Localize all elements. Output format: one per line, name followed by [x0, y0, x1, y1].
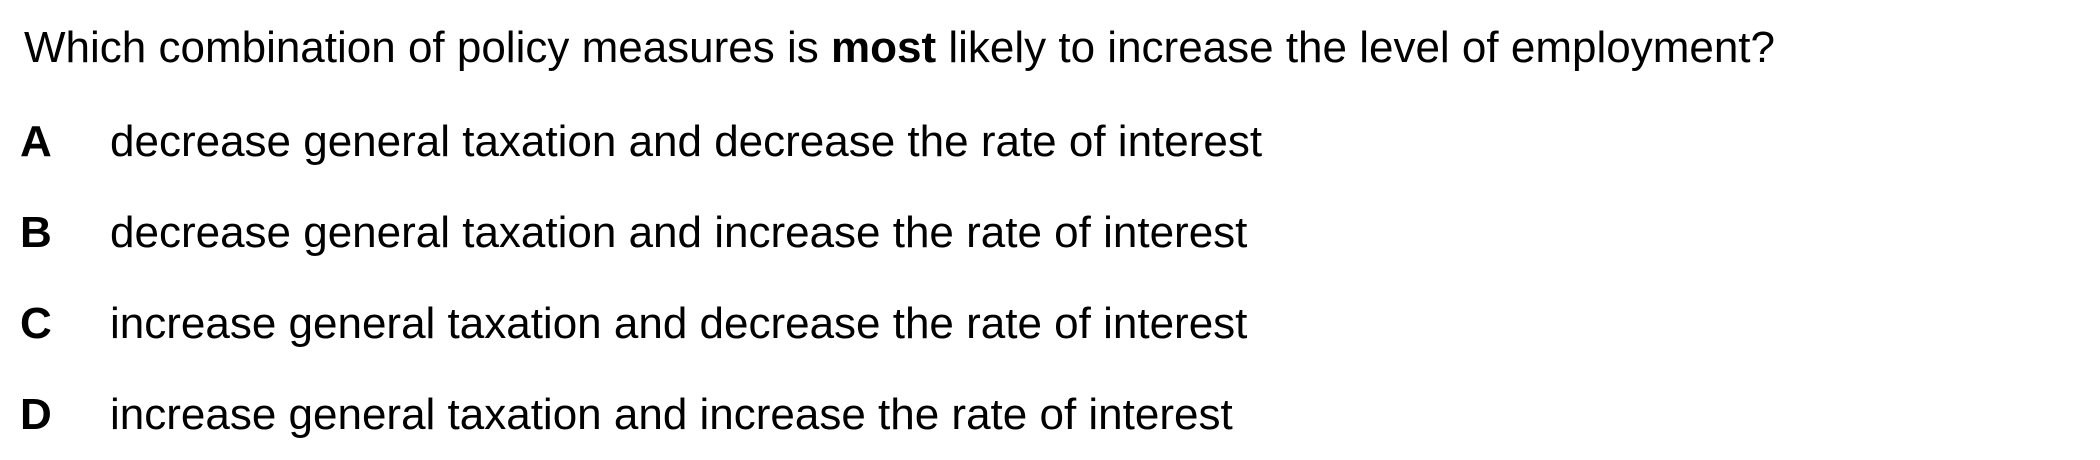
question-emphasis: most — [831, 23, 937, 72]
option-letter: C — [20, 299, 52, 348]
question-text-start: Which combination of policy measures is — [24, 23, 831, 72]
option-d[interactable]: D increase general taxation and increase… — [20, 387, 2020, 443]
option-text: increase general taxation and decrease t… — [110, 299, 1248, 348]
question-text-end: likely to increase the level of employme… — [936, 23, 1775, 72]
option-letter: B — [20, 208, 52, 257]
option-a[interactable]: A decrease general taxation and decrease… — [20, 114, 2020, 170]
option-b[interactable]: B decrease general taxation and increase… — [20, 205, 2020, 261]
option-c[interactable]: C increase general taxation and decrease… — [20, 296, 2020, 352]
option-text: decrease general taxation and decrease t… — [110, 117, 1263, 166]
option-letter: A — [20, 117, 52, 166]
option-text: decrease general taxation and increase t… — [110, 208, 1248, 257]
option-text: increase general taxation and increase t… — [110, 390, 1233, 439]
question-text: Which combination of policy measures is … — [24, 20, 1775, 76]
option-letter: D — [20, 390, 52, 439]
